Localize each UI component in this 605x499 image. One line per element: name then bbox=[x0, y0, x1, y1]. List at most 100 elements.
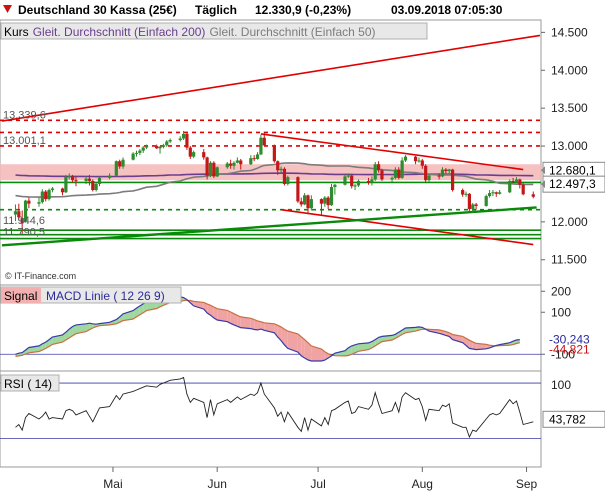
candle-body bbox=[239, 160, 243, 165]
signal-legend-swatch bbox=[1, 287, 41, 303]
macd-fill-segment bbox=[284, 329, 288, 349]
candle bbox=[262, 131, 266, 147]
candle bbox=[259, 134, 263, 156]
x-tick-label: Mai bbox=[103, 477, 122, 491]
candle bbox=[97, 176, 102, 187]
candle bbox=[437, 173, 441, 180]
candle bbox=[309, 195, 313, 211]
y-tick-label: 14.500 bbox=[551, 25, 588, 39]
value-tag-pointer bbox=[541, 166, 545, 175]
candle bbox=[447, 168, 451, 174]
level-label: 13.339,6 bbox=[3, 109, 46, 121]
candle-body bbox=[235, 160, 239, 163]
candle-body bbox=[286, 177, 290, 184]
candle-body bbox=[306, 195, 310, 209]
candle-body bbox=[494, 192, 498, 194]
candle-body bbox=[27, 200, 31, 204]
macd-fill-segment bbox=[304, 339, 308, 360]
candle-body bbox=[118, 161, 122, 167]
candle bbox=[296, 176, 300, 203]
candle bbox=[138, 149, 142, 156]
candle-body bbox=[91, 180, 95, 191]
candle-body bbox=[108, 175, 112, 178]
macd-fill-segment bbox=[334, 350, 345, 356]
candle-body bbox=[437, 175, 441, 177]
candle-body bbox=[356, 180, 361, 186]
candle bbox=[17, 203, 21, 220]
candle-body bbox=[508, 180, 512, 193]
resistance-band bbox=[0, 164, 541, 181]
macd-fill-segment bbox=[133, 308, 137, 319]
candle-body bbox=[390, 177, 394, 180]
candle bbox=[323, 196, 327, 207]
candle-body bbox=[464, 193, 468, 195]
candle-body bbox=[20, 218, 24, 224]
candle bbox=[303, 193, 307, 206]
candle-body bbox=[71, 176, 75, 181]
candle-body bbox=[491, 192, 495, 194]
candle bbox=[212, 161, 216, 178]
macd-fill-segment bbox=[277, 325, 282, 341]
header: Deutschland 30 Kassa (25€) Täglich 12.33… bbox=[3, 3, 503, 17]
candle-body bbox=[329, 186, 334, 206]
candle bbox=[272, 144, 276, 163]
candle-body bbox=[165, 141, 169, 146]
candle bbox=[71, 174, 75, 183]
legend-rsi: RSI ( 14) bbox=[4, 377, 52, 391]
rsi-line bbox=[15, 376, 534, 439]
time-axis: Mai Jun Jul Aug Sep bbox=[103, 467, 538, 491]
candle-body bbox=[417, 160, 421, 162]
y-tick-label: 13.500 bbox=[551, 101, 588, 115]
candle bbox=[121, 157, 125, 169]
candle bbox=[282, 167, 287, 186]
candle bbox=[417, 157, 421, 163]
candle-body bbox=[202, 152, 206, 158]
candle-body bbox=[87, 178, 92, 181]
candle-body bbox=[161, 145, 165, 147]
candle-body bbox=[420, 160, 424, 166]
candle-body bbox=[74, 180, 78, 182]
macd-fill-segment bbox=[237, 315, 241, 328]
candle bbox=[467, 193, 471, 212]
candle-body bbox=[272, 145, 276, 162]
candle-body bbox=[141, 147, 145, 151]
candle bbox=[390, 176, 394, 182]
candle bbox=[108, 173, 112, 180]
candle bbox=[208, 161, 213, 178]
candle bbox=[64, 174, 68, 194]
candle bbox=[188, 146, 192, 159]
candle bbox=[521, 183, 525, 196]
candle-body bbox=[17, 211, 21, 218]
candle bbox=[397, 167, 401, 180]
candle-body bbox=[276, 161, 280, 171]
candle-body bbox=[450, 169, 455, 191]
candle-body bbox=[134, 152, 139, 154]
candle bbox=[144, 144, 149, 150]
candle bbox=[440, 167, 445, 178]
macd-value-tag: -30,243 bbox=[549, 333, 590, 347]
candle-body bbox=[471, 204, 475, 209]
candle-body bbox=[60, 188, 65, 193]
candle bbox=[94, 182, 98, 192]
candle-body bbox=[296, 177, 300, 202]
candle bbox=[205, 156, 209, 180]
candle bbox=[373, 161, 377, 181]
candle-body bbox=[309, 199, 313, 209]
candle-body bbox=[346, 175, 350, 177]
candle-body bbox=[37, 202, 41, 204]
rsi-axis: 100 43,782 bbox=[542, 378, 605, 428]
ma50-line bbox=[15, 162, 534, 198]
candle-body bbox=[333, 184, 337, 187]
macd-y-tick-label: 200 bbox=[551, 284, 571, 298]
candle-body bbox=[155, 146, 159, 149]
candle-body bbox=[208, 162, 213, 176]
support-trend-line bbox=[1, 206, 537, 247]
candle-body bbox=[279, 168, 283, 171]
candle-body bbox=[185, 133, 189, 148]
candle-body bbox=[444, 169, 448, 172]
candle bbox=[40, 189, 44, 204]
macd-fill-segment bbox=[25, 347, 29, 355]
candle bbox=[84, 176, 88, 184]
candle bbox=[420, 158, 424, 169]
